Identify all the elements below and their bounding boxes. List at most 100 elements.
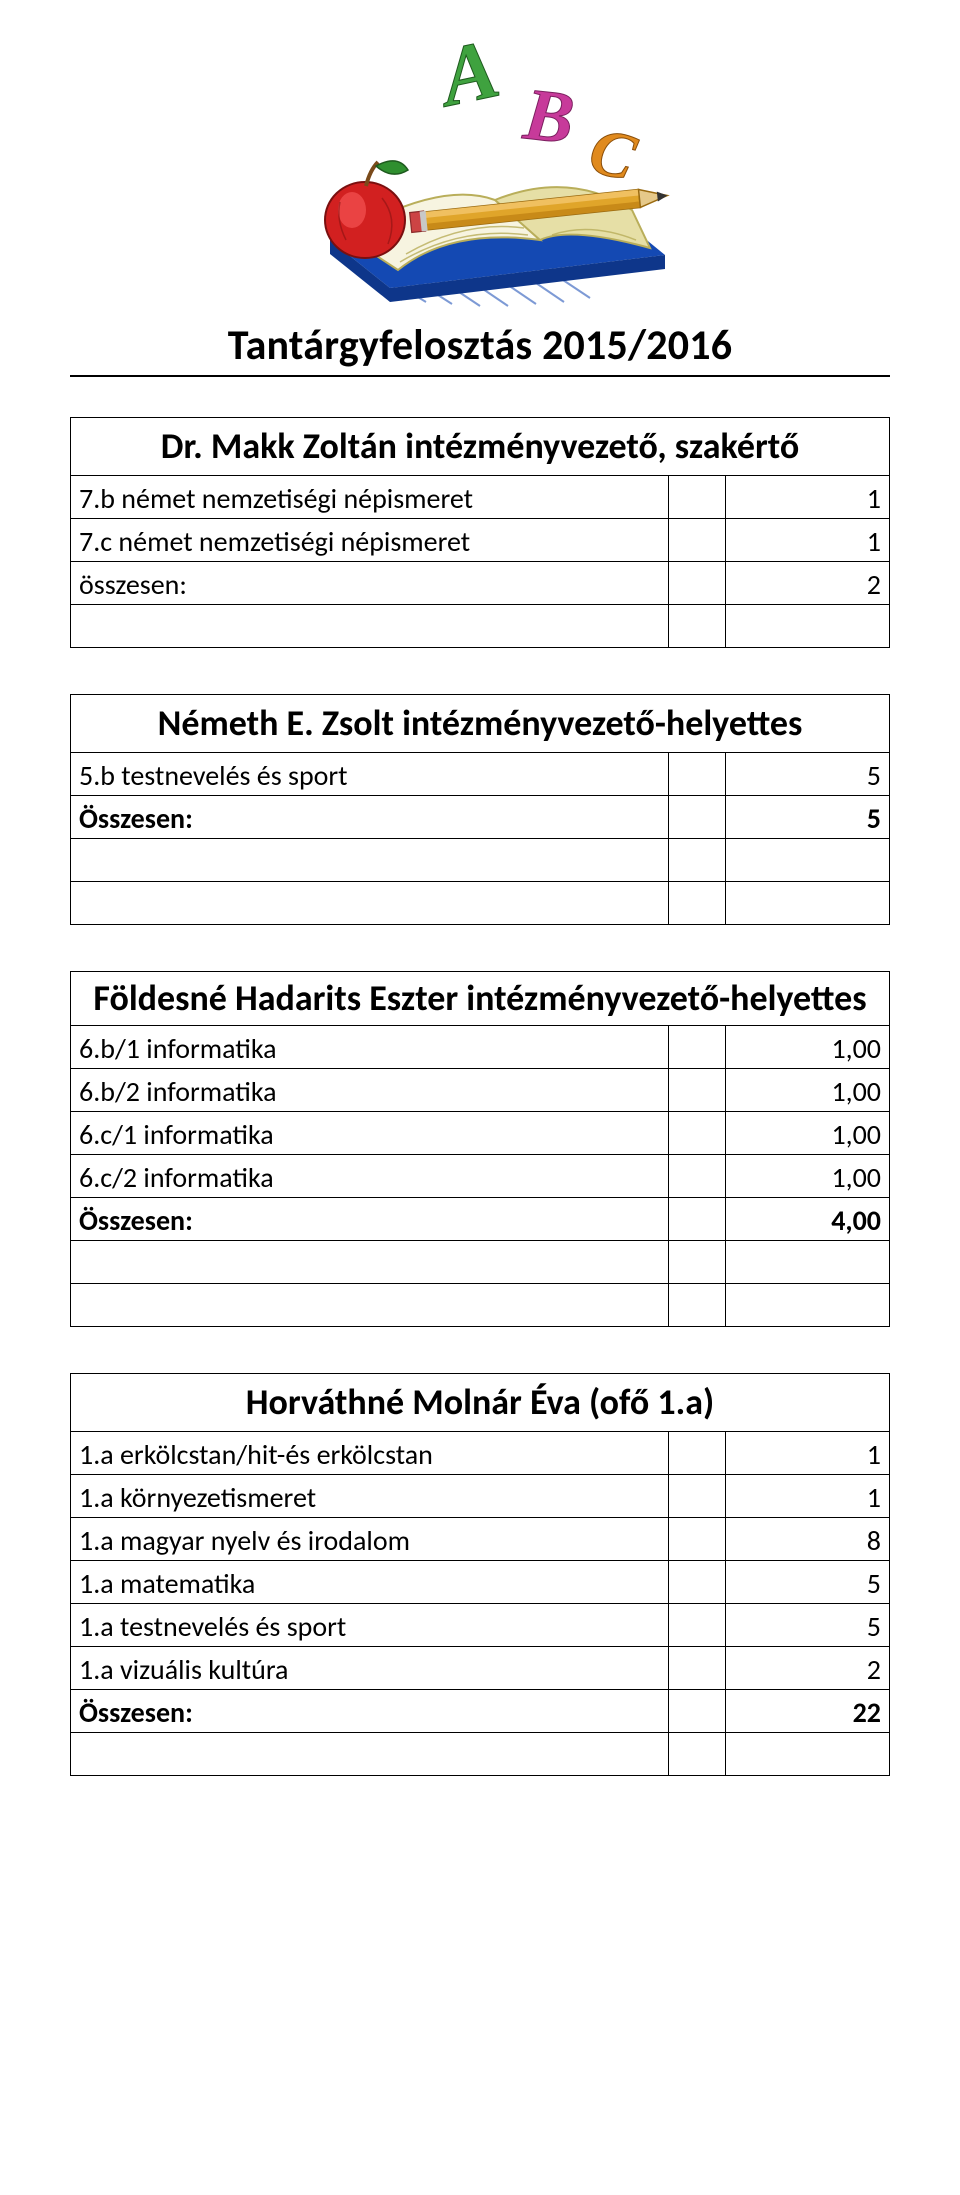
empty-cell bbox=[726, 1241, 890, 1284]
empty-mid-cell bbox=[668, 1647, 725, 1690]
empty-cell bbox=[668, 1733, 725, 1776]
table-row: 1.a testnevelés és sport 5 bbox=[71, 1604, 890, 1647]
hours-value: 1,00 bbox=[726, 1155, 890, 1198]
tables-container: Dr. Makk Zoltán intézményvezető, szakért… bbox=[70, 417, 890, 1776]
table-row: 1.a vizuális kultúra 2 bbox=[71, 1647, 890, 1690]
hours-value: 1,00 bbox=[726, 1026, 890, 1069]
empty-row bbox=[71, 882, 890, 925]
subject-label: 6.c/1 informatika bbox=[71, 1112, 669, 1155]
subject-label: 1.a magyar nyelv és irodalom bbox=[71, 1518, 669, 1561]
total-row: Összesen: 4,00 bbox=[71, 1198, 890, 1241]
svg-text:B: B bbox=[519, 73, 578, 160]
empty-mid-cell bbox=[668, 1561, 725, 1604]
empty-row bbox=[71, 1733, 890, 1776]
table-row: 1.a matematika 5 bbox=[71, 1561, 890, 1604]
table-row: 6.b/2 informatika1,00 bbox=[71, 1069, 890, 1112]
hours-value: 1 bbox=[726, 519, 890, 562]
empty-mid-cell bbox=[668, 1026, 725, 1069]
teacher-block: Dr. Makk Zoltán intézményvezető, szakért… bbox=[70, 417, 890, 648]
total-value: 4,00 bbox=[726, 1198, 890, 1241]
hours-value: 5 bbox=[726, 1604, 890, 1647]
total-label: Összesen: bbox=[71, 796, 669, 839]
empty-cell bbox=[726, 839, 890, 882]
empty-cell bbox=[71, 839, 669, 882]
teacher-block: Németh E. Zsolt intézményvezető-helyette… bbox=[70, 694, 890, 925]
total-value: 2 bbox=[726, 562, 890, 605]
empty-mid-cell bbox=[668, 1604, 725, 1647]
hours-value: 1 bbox=[726, 1475, 890, 1518]
subject-label: 5.b testnevelés és sport bbox=[71, 753, 669, 796]
empty-cell bbox=[726, 1284, 890, 1327]
table-row: 6.c/1 informatika 1,00 bbox=[71, 1112, 890, 1155]
empty-mid-cell bbox=[668, 753, 725, 796]
table-row: 5.b testnevelés és sport 5 bbox=[71, 753, 890, 796]
total-value: 22 bbox=[726, 1690, 890, 1733]
empty-cell bbox=[726, 882, 890, 925]
hours-value: 1 bbox=[726, 476, 890, 519]
empty-cell bbox=[71, 882, 669, 925]
empty-row bbox=[71, 605, 890, 648]
table-row: 6.c/2 informatika 1,00 bbox=[71, 1155, 890, 1198]
empty-cell bbox=[668, 605, 725, 648]
empty-cell bbox=[668, 1284, 725, 1327]
table-row: 6.b/1 informatika 1,00 bbox=[71, 1026, 890, 1069]
total-label: Összesen: bbox=[71, 1690, 669, 1733]
empty-mid-cell bbox=[668, 796, 725, 839]
block-heading: Dr. Makk Zoltán intézményvezető, szakért… bbox=[71, 418, 890, 476]
empty-cell bbox=[71, 1733, 669, 1776]
teacher-block: Földesné Hadarits Eszter intézményvezető… bbox=[70, 971, 890, 1327]
subject-label: 1.a vizuális kultúra bbox=[71, 1647, 669, 1690]
table-row: 7.c német nemzetiségi népismeret 1 bbox=[71, 519, 890, 562]
hours-value: 5 bbox=[726, 1561, 890, 1604]
total-label: összesen: bbox=[71, 562, 669, 605]
empty-cell bbox=[71, 1241, 669, 1284]
svg-text:A: A bbox=[428, 30, 507, 126]
hours-value: 2 bbox=[726, 1647, 890, 1690]
empty-row bbox=[71, 839, 890, 882]
empty-cell bbox=[668, 839, 725, 882]
hero-illustration: A B C bbox=[270, 30, 690, 310]
table-row: 7.b német nemzetiségi népismeret1 bbox=[71, 476, 890, 519]
empty-row bbox=[71, 1284, 890, 1327]
hours-value: 1,00 bbox=[726, 1112, 890, 1155]
page-title: Tantárgyfelosztás 2015/2016 bbox=[70, 320, 890, 377]
subject-label: 7.c német nemzetiségi népismeret bbox=[71, 519, 669, 562]
svg-text:C: C bbox=[582, 114, 643, 196]
hours-value: 8 bbox=[726, 1518, 890, 1561]
empty-cell bbox=[71, 1284, 669, 1327]
empty-mid-cell bbox=[668, 1432, 725, 1475]
block-heading: Horváthné Molnár Éva (ofő 1.a) bbox=[71, 1374, 890, 1432]
block-heading: Németh E. Zsolt intézményvezető-helyette… bbox=[71, 695, 890, 753]
hours-value: 5 bbox=[726, 753, 890, 796]
empty-cell bbox=[726, 605, 890, 648]
empty-cell bbox=[726, 1733, 890, 1776]
total-label: Összesen: bbox=[71, 1198, 669, 1241]
block-heading: Földesné Hadarits Eszter intézményvezető… bbox=[71, 972, 890, 1026]
hours-value: 1 bbox=[726, 1432, 890, 1475]
empty-mid-cell bbox=[668, 1518, 725, 1561]
total-value: 5 bbox=[726, 796, 890, 839]
table-row: 1.a erkölcstan/hit-és erkölcstan 1 bbox=[71, 1432, 890, 1475]
empty-mid-cell bbox=[668, 476, 725, 519]
empty-mid-cell bbox=[668, 1112, 725, 1155]
empty-mid-cell bbox=[668, 1069, 725, 1112]
hours-value: 1,00 bbox=[726, 1069, 890, 1112]
total-row: Összesen: 22 bbox=[71, 1690, 890, 1733]
subject-label: 6.c/2 informatika bbox=[71, 1155, 669, 1198]
empty-mid-cell bbox=[668, 1690, 725, 1733]
empty-mid-cell bbox=[668, 1198, 725, 1241]
abc-book-svg: A B C bbox=[270, 30, 690, 310]
subject-label: 6.b/1 informatika bbox=[71, 1026, 669, 1069]
subject-label: 1.a erkölcstan/hit-és erkölcstan bbox=[71, 1432, 669, 1475]
page-container: A B C Tantárgyfelosztás 2015/2016 Dr. Ma… bbox=[0, 0, 960, 1882]
empty-cell bbox=[668, 882, 725, 925]
table-row: 1.a környezetismeret 1 bbox=[71, 1475, 890, 1518]
total-row: összesen: 2 bbox=[71, 562, 890, 605]
subject-label: 1.a környezetismeret bbox=[71, 1475, 669, 1518]
empty-cell bbox=[71, 605, 669, 648]
empty-mid-cell bbox=[668, 562, 725, 605]
subject-label: 1.a matematika bbox=[71, 1561, 669, 1604]
subject-label: 1.a testnevelés és sport bbox=[71, 1604, 669, 1647]
empty-mid-cell bbox=[668, 1155, 725, 1198]
empty-mid-cell bbox=[668, 1475, 725, 1518]
